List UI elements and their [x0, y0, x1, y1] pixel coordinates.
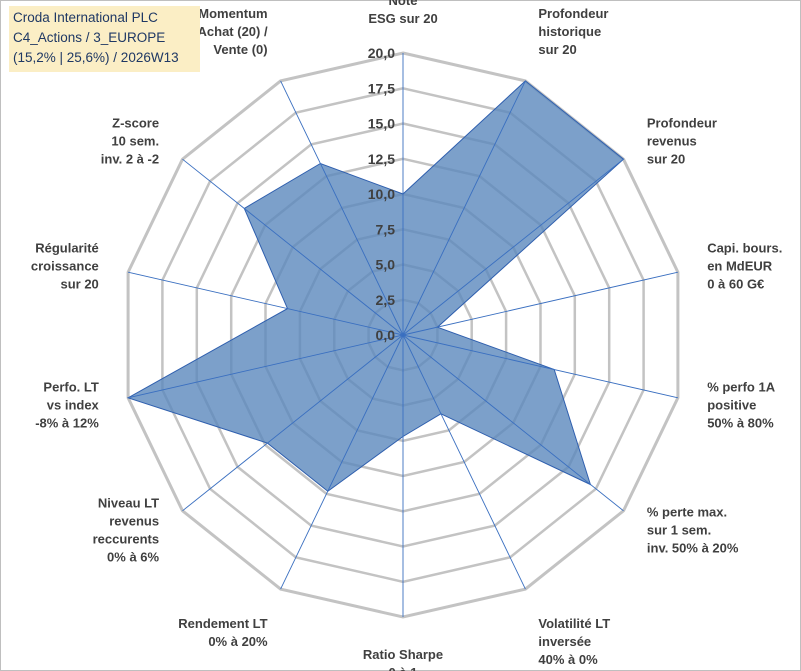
axis-label-line: Capi. bours.	[707, 241, 782, 256]
axis-label-line: Volatilité LT	[538, 616, 610, 631]
axis-spoke	[402, 334, 679, 399]
title-stats: (15,2% | 25,6%) / 2026W13	[13, 50, 179, 65]
axis-label-line: 40% à 0%	[538, 652, 598, 667]
axis-label: Perfo. LT vs index -8% à 12%	[35, 379, 99, 430]
axis-label-line: -8% à 12%	[35, 415, 99, 430]
axis-label: % perte max. sur 1 sem. inv. 50% à 20%	[647, 505, 739, 556]
axis-label-line: % perte max.	[647, 505, 727, 520]
tick-label: 5,0	[376, 257, 396, 273]
axis-label-line: inversée	[538, 634, 591, 649]
tick-label: 12,5	[368, 151, 395, 167]
axis-label-line: sur 1 sem.	[647, 523, 711, 538]
axis-label-line: vs index	[47, 397, 100, 412]
axis-label-line: 0% à 6%	[107, 550, 159, 565]
axis-label-line: Momentum	[198, 6, 267, 21]
axis-label-line: sur 20	[60, 277, 98, 292]
axis-label: Momentum Achat (20) / Vente (0)	[198, 6, 268, 57]
axis-label: Profondeur historique sur 20	[538, 6, 608, 57]
axis-label-line: historique	[538, 24, 601, 39]
axis-label-line: Rendement LT	[178, 616, 267, 631]
axis-label-line: Note	[389, 0, 418, 8]
axis-label-line: Profondeur	[538, 6, 608, 21]
axis-label: Note ESG sur 20	[368, 0, 437, 26]
axis-label-line: en MdEUR	[707, 259, 773, 274]
tick-label: 15,0	[368, 116, 395, 132]
axis-label: Z-score 10 sem. inv. 2 à -2	[101, 116, 159, 167]
axis-spoke	[182, 334, 404, 512]
axis-spoke	[402, 80, 526, 336]
axis-label: Profondeur revenus sur 20	[647, 116, 717, 167]
axis-label-line: Achat (20) /	[198, 24, 268, 39]
axis-label: Volatilité LT inversée 40% à 0%	[538, 616, 610, 667]
axis-label-line: revenus	[647, 134, 697, 149]
title-category: C4_Actions / 3_EUROPE	[13, 30, 166, 45]
axis-label-line: sur 20	[647, 152, 685, 167]
axis-label-line: inv. 50% à 20%	[647, 541, 739, 556]
axis-label-line: sur 20	[538, 42, 576, 57]
axis-label-line: reccurents	[93, 532, 159, 547]
axis-label-line: revenus	[109, 514, 159, 529]
axis-spoke	[127, 334, 404, 399]
axis-spoke	[280, 80, 404, 336]
axis-label: % perfo 1A positive 50% à 80%	[707, 379, 776, 430]
axis-label: Capi. bours. en MdEUR 0 à 60 G€	[707, 241, 782, 292]
axis-label-line: inv. 2 à -2	[101, 152, 159, 167]
axis-label-line: croissance	[31, 259, 99, 274]
axis-label-line: 10 sem.	[111, 134, 159, 149]
axis-spoke	[402, 158, 624, 336]
tick-label: 0,0	[376, 327, 396, 343]
axis-label-line: Ratio Sharpe	[363, 647, 443, 662]
axis-label-line: ESG sur 20	[368, 11, 437, 26]
axis-label-line: 0 à 1	[389, 665, 418, 671]
axis-label-line: 0% à 20%	[208, 634, 268, 649]
title-box: Croda International PLC C4_Actions / 3_E…	[9, 6, 200, 72]
axis-label-line: Profondeur	[647, 116, 717, 131]
axis-spoke	[402, 334, 526, 590]
axis-label-line: % perfo 1A	[707, 379, 776, 394]
tick-label: 7,5	[376, 221, 396, 237]
axis-spoke	[402, 271, 679, 336]
axis-label-line: Z-score	[112, 116, 159, 131]
tick-label: 2,5	[376, 292, 396, 308]
axis-label: Ratio Sharpe 0 à 1	[363, 647, 443, 671]
axis-label-line: 0 à 60 G€	[707, 277, 764, 292]
tick-label: 17,5	[368, 80, 395, 96]
title-company: Croda International PLC	[13, 10, 158, 25]
axis-label: Régularité croissance sur 20	[31, 241, 99, 292]
tick-label: 20,0	[368, 45, 395, 61]
axis-label-line: 50% à 80%	[707, 415, 774, 430]
tick-label: 10,0	[368, 186, 395, 202]
axis-spoke	[127, 271, 404, 336]
axis-label: Rendement LT 0% à 20%	[178, 616, 268, 649]
axis-label-line: Perfo. LT	[43, 379, 98, 394]
axis-label-line: Niveau LT	[98, 496, 159, 511]
axis-spoke	[402, 334, 624, 512]
axis-label-line: Vente (0)	[213, 42, 267, 57]
axis-label: Niveau LT revenus reccurents 0% à 6%	[93, 496, 160, 565]
axis-spoke	[280, 334, 404, 590]
axis-spoke	[182, 158, 404, 336]
axis-label-line: positive	[707, 397, 756, 412]
axis-label-line: Régularité	[35, 241, 99, 256]
